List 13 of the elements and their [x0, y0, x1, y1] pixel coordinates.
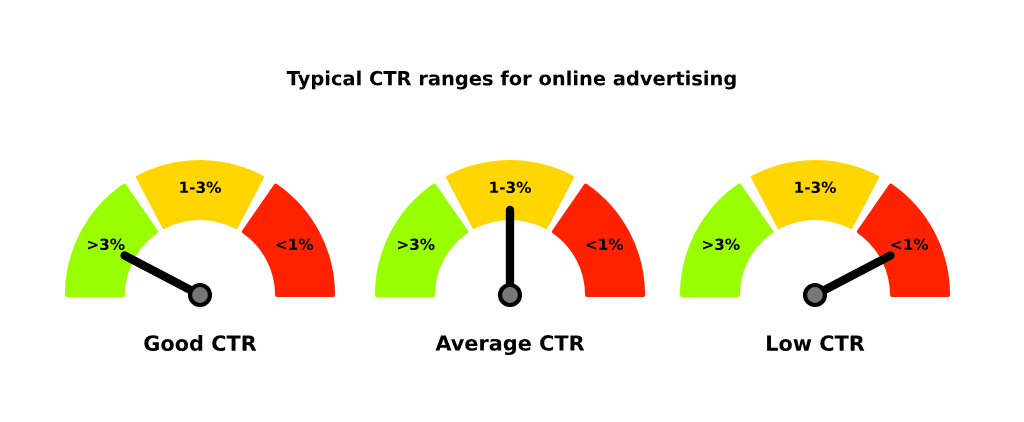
slice-label: >3% [397, 238, 435, 251]
chart-title: Typical CTR ranges for online advertising [286, 70, 736, 90]
slice-label: >3% [702, 238, 740, 251]
text: Average CTR [435, 335, 585, 356]
text: Low CTR [767, 335, 865, 352]
slice-label: >3% [87, 238, 125, 251]
slice-label: <1% [586, 238, 624, 251]
slice-label: 1-3% [795, 181, 836, 194]
text: Good CTR [144, 334, 257, 352]
slice-label: 1-3% [490, 181, 531, 194]
slice-label: 1-3% [180, 181, 221, 194]
slice-label: <1% [276, 238, 314, 251]
slice-label: <1% [891, 238, 929, 251]
